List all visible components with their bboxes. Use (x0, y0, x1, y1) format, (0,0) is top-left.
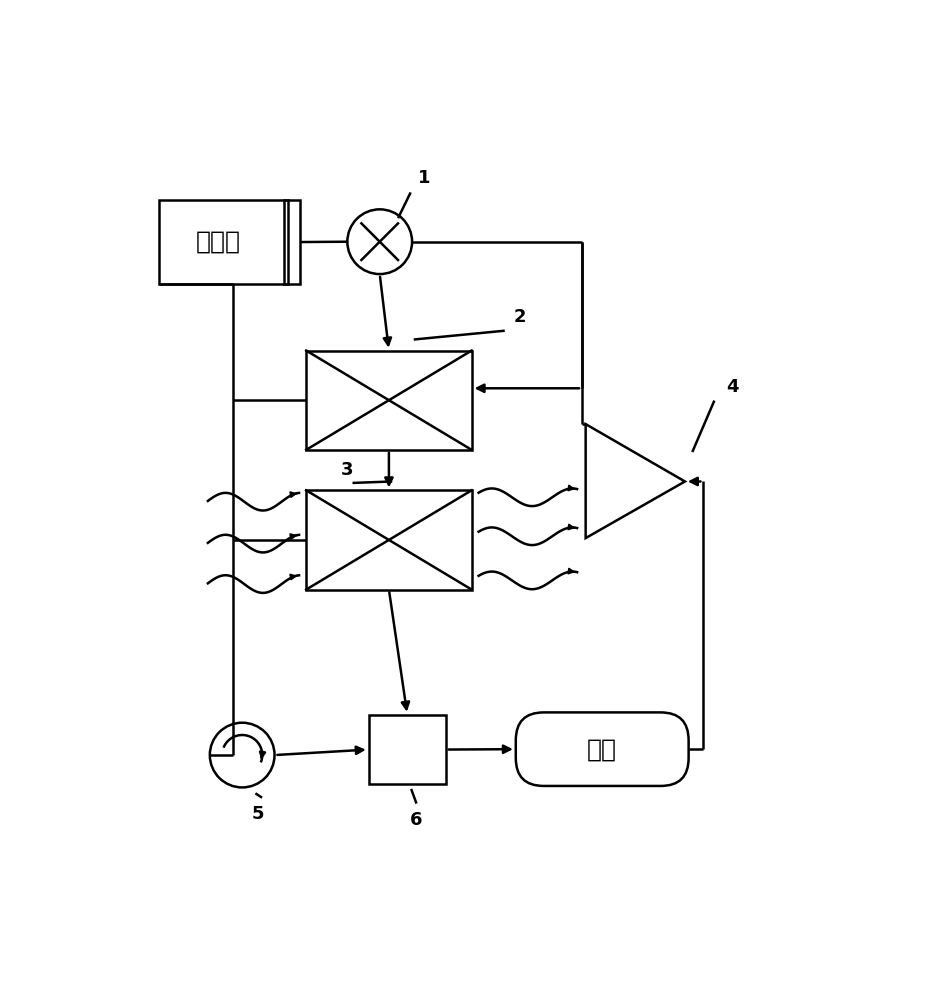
Text: 座舱: 座舱 (587, 737, 617, 761)
Bar (368, 715, 446, 784)
Text: 发动机: 发动机 (195, 230, 241, 254)
Bar (284, 200, 300, 284)
Text: 1: 1 (418, 169, 430, 187)
Text: 3: 3 (341, 461, 353, 479)
Text: 4: 4 (727, 378, 739, 396)
Bar (159, 200, 288, 284)
Bar (307, 490, 472, 590)
Text: 2: 2 (513, 308, 526, 326)
Text: 6: 6 (410, 811, 422, 829)
Text: 5: 5 (252, 805, 265, 823)
Bar (307, 351, 472, 450)
